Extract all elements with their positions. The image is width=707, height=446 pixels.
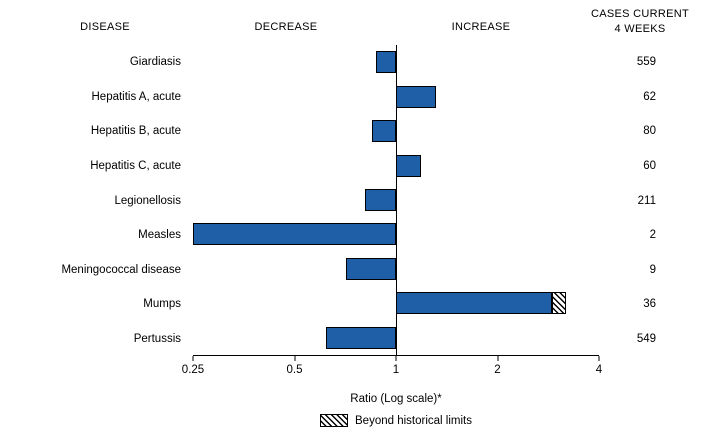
ratio-bar <box>396 154 422 177</box>
cases-value: 549 <box>636 332 656 345</box>
ratio-bar <box>375 51 396 74</box>
disease-label: Pertussis <box>133 332 181 345</box>
ratio-bar <box>345 257 396 280</box>
column-header-cases: CASES CURRENT 4 WEEKS <box>578 7 702 37</box>
x-axis-tickmark <box>294 356 295 361</box>
x-axis-tickmark <box>598 356 600 361</box>
legend-hatched-swatch <box>320 414 349 427</box>
column-header-increase: INCREASE <box>451 21 511 33</box>
cases-value: 559 <box>636 56 656 69</box>
cases-values: 559 62 80 60 211 2 9 36 549 <box>600 45 658 356</box>
ratio-bar <box>396 292 552 315</box>
cases-value: 2 <box>649 229 656 242</box>
column-header-cases-line1: CASES CURRENT <box>590 8 690 20</box>
disease-label: Hepatitis A, acute <box>91 90 182 103</box>
ratio-bar <box>396 85 436 108</box>
x-axis-tick-label: 2 <box>494 364 501 376</box>
disease-label: Measles <box>138 229 181 242</box>
column-header-decrease: DECREASE <box>254 21 318 33</box>
disease-labels: Giardiasis Hepatitis A, acute Hepatitis B,… <box>0 45 187 356</box>
x-axis-ticks: 0.25 0.5 1 2 4 <box>182 356 603 384</box>
ratio-bar <box>372 120 396 143</box>
x-axis-tickmark <box>497 356 498 361</box>
legend-label: Beyond historical limits <box>355 414 472 427</box>
disease-label: Giardiasis <box>129 56 181 69</box>
disease-label: Hepatitis B, acute <box>90 125 181 138</box>
baseline-ratio-1 <box>396 45 397 355</box>
x-axis-tick-label: 1 <box>392 364 400 376</box>
cases-value: 80 <box>643 125 656 138</box>
disease-label: Legionellosis <box>114 194 182 207</box>
ratio-bar <box>365 189 396 211</box>
x-axis-tick-label: 0.25 <box>181 364 205 376</box>
ratio-bar-beyond-limit <box>551 292 567 315</box>
disease-label: Mumps <box>143 298 181 311</box>
x-axis-tick-label: 0.5 <box>286 364 303 376</box>
ratio-bar <box>325 326 396 349</box>
plot-area <box>193 45 599 356</box>
legend: Beyond historical limits <box>193 414 599 427</box>
column-header-disease: DISEASE <box>80 21 130 33</box>
x-axis-tickmark <box>395 356 397 361</box>
disease-label: Meningococcal disease <box>61 263 181 276</box>
ratio-bar <box>193 223 396 246</box>
cases-value: 36 <box>643 298 656 311</box>
column-header-cases-line2: 4 WEEKS <box>614 22 666 35</box>
x-axis-tickmark <box>192 356 194 361</box>
x-axis-label: Ratio (Log scale)* <box>350 393 442 405</box>
cases-value: 60 <box>643 159 656 172</box>
disease-label: Hepatitis C, acute <box>90 159 181 172</box>
x-axis-tick-label: 4 <box>595 364 603 376</box>
cases-value: 211 <box>637 194 656 207</box>
cases-value: 9 <box>649 263 656 276</box>
cases-value: 62 <box>643 90 656 103</box>
